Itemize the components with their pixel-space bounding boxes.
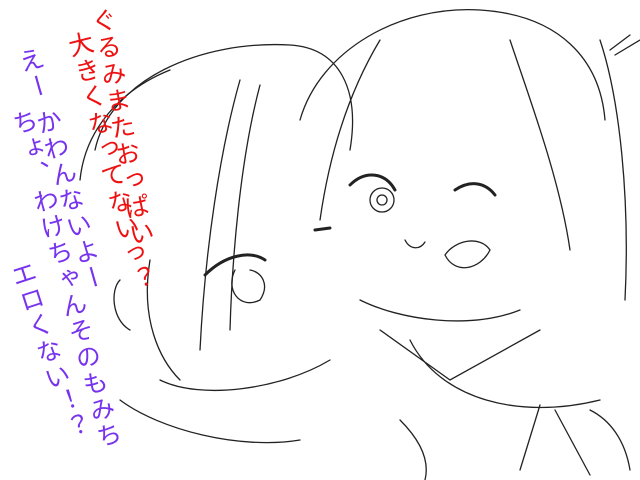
- eye: [369, 187, 395, 213]
- hair-line: [319, 39, 381, 221]
- collar: [409, 339, 601, 409]
- pupil: [376, 194, 388, 206]
- hair-line: [146, 259, 181, 381]
- shoulder: [119, 399, 301, 444]
- collar: [379, 329, 541, 381]
- hair-line: [599, 39, 627, 301]
- tie: [519, 404, 591, 476]
- eye-wink: [453, 182, 497, 197]
- eye: [203, 253, 267, 277]
- eye-far: [313, 226, 332, 232]
- hair-line: [229, 84, 261, 331]
- ribbon: [609, 34, 640, 56]
- hair-outline: [299, 8, 606, 121]
- nose: [404, 239, 426, 249]
- ear: [113, 279, 131, 331]
- jaw: [159, 359, 331, 392]
- eye: [231, 269, 266, 304]
- mouth: [444, 240, 491, 269]
- hand: [399, 409, 631, 480]
- hair-outline: [94, 43, 354, 151]
- eye: [348, 173, 397, 192]
- chin: [359, 299, 521, 322]
- hair-line: [79, 69, 171, 181]
- hair-line: [199, 79, 241, 351]
- hair-line: [509, 39, 571, 251]
